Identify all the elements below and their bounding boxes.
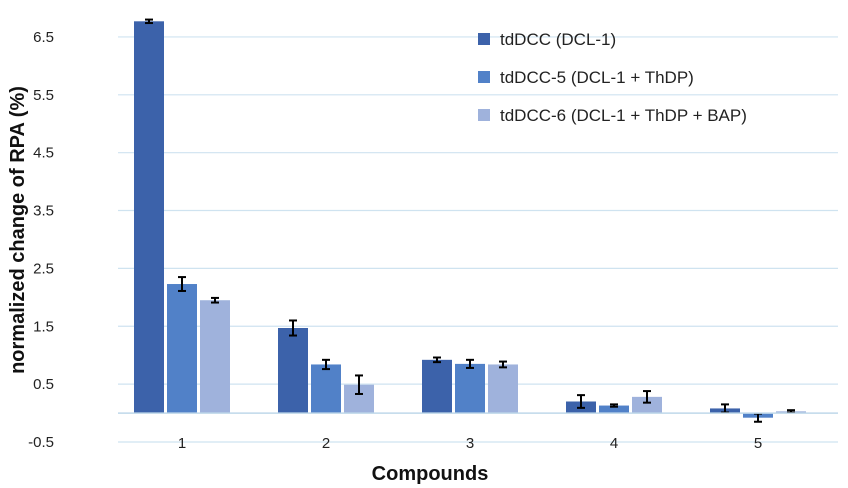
legend-label: tdDCC-5 (DCL-1 + ThDP) [500, 68, 694, 87]
x-tick-label: 4 [610, 435, 618, 452]
bar [455, 363, 485, 414]
x-tick-label: 3 [466, 435, 474, 452]
legend-label: tdDCC (DCL-1) [500, 30, 616, 49]
y-tick-label: 2.5 [33, 260, 54, 277]
y-tick-label: 4.5 [33, 145, 54, 162]
bar [422, 359, 452, 414]
legend-swatch [478, 109, 490, 121]
bar [200, 300, 230, 414]
legend: tdDCC (DCL-1) tdDCC-5 (DCL-1 + ThDP) tdDCC… [478, 30, 747, 125]
error-bar [355, 374, 363, 395]
y-tick-label: 3.5 [33, 203, 54, 220]
error-bar [433, 356, 441, 364]
legend-item: tdDCC (DCL-1) [478, 30, 616, 49]
gridlines [118, 36, 838, 443]
y-tick-label: -0.5 [28, 434, 54, 451]
bar [311, 364, 341, 414]
x-axis-title: Compounds [372, 463, 489, 485]
bar [599, 405, 629, 414]
y-axis-title: normalized change of RPA (%) [7, 86, 29, 374]
x-tick-label: 2 [322, 435, 330, 452]
y-tick-label: 0.5 [33, 376, 54, 393]
error-bar [643, 390, 651, 404]
bar [134, 21, 164, 414]
axes: -0.5 0.5 1.5 2.5 3.5 4.5 5.5 6.5 1 2 3 4 5 [28, 29, 838, 452]
y-tick-label: 1.5 [33, 318, 54, 335]
bar [488, 364, 518, 414]
error-bar [211, 296, 219, 304]
error-bar [145, 18, 153, 25]
bar [167, 284, 197, 414]
x-tick-label: 5 [754, 435, 762, 452]
error-bar [610, 403, 618, 408]
error-bar [499, 360, 507, 369]
legend-swatch [478, 33, 490, 45]
bar [278, 328, 308, 414]
legend-label: tdDCC-6 (DCL-1 + ThDP + BAP) [500, 106, 747, 125]
y-tick-label: 5.5 [33, 87, 54, 104]
error-bar [178, 276, 186, 292]
error-bar [466, 358, 474, 369]
error-bar [577, 394, 585, 409]
y-tick-label: 6.5 [33, 29, 54, 46]
bar [632, 396, 662, 414]
error-bars [145, 18, 795, 423]
x-tick-label: 1 [178, 435, 186, 452]
legend-item: tdDCC-6 (DCL-1 + ThDP + BAP) [478, 106, 747, 125]
legend-swatch [478, 71, 490, 83]
error-bar [289, 319, 297, 337]
bars [134, 21, 806, 418]
legend-item: tdDCC-5 (DCL-1 + ThDP) [478, 68, 694, 87]
error-bar [322, 358, 330, 371]
